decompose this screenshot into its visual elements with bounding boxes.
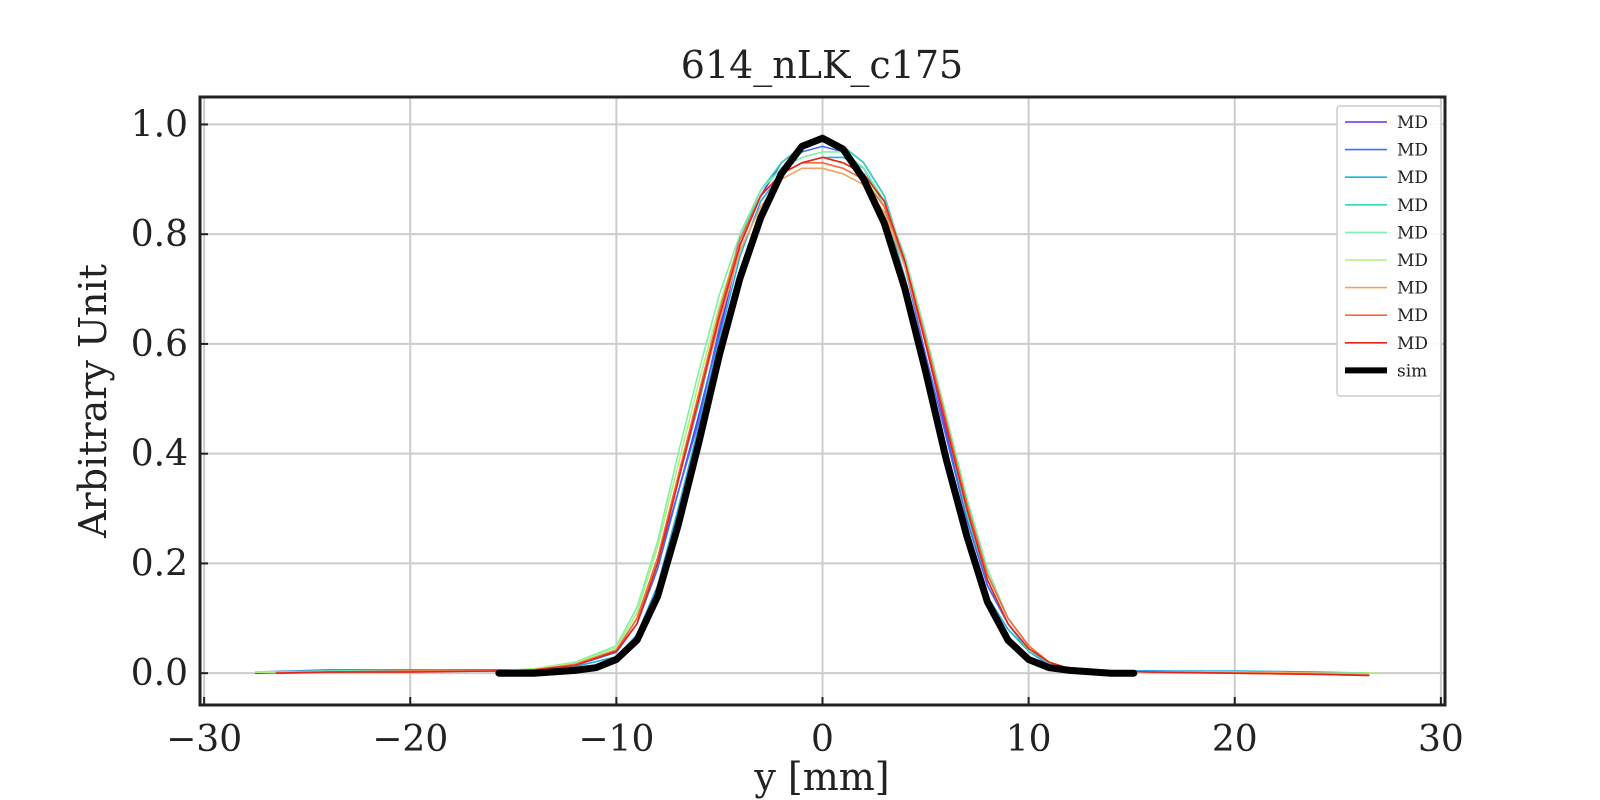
x-tick-label: 30 xyxy=(1418,719,1464,760)
legend-label: MD xyxy=(1397,306,1428,326)
series-lines xyxy=(254,134,1380,677)
x-tick-label: 0 xyxy=(811,719,834,760)
x-tick-label: −10 xyxy=(578,719,654,760)
legend: MD MD MD MD MD MD MD MD MD sim xyxy=(1336,105,1442,397)
y-axis-title: Arbitrary Unit xyxy=(71,264,115,539)
x-axis-title: y [mm] xyxy=(753,755,889,799)
legend-label: sim xyxy=(1397,361,1427,381)
legend-label: MD xyxy=(1397,141,1428,161)
legend-label: MD xyxy=(1397,113,1428,133)
sim-series-line xyxy=(495,134,1138,677)
x-tick-label: 10 xyxy=(1006,719,1052,760)
md-series-line-9 xyxy=(275,156,1370,677)
x-tick-label: 20 xyxy=(1212,719,1258,760)
legend-box xyxy=(1336,105,1442,397)
legend-label: MD xyxy=(1397,196,1428,216)
legend-label: MD xyxy=(1397,279,1428,299)
y-tick-label: 0.8 xyxy=(131,214,188,255)
x-tick-label: −30 xyxy=(166,719,242,760)
chart-title: 614_nLK_c175 xyxy=(681,43,963,88)
legend-label: MD xyxy=(1397,334,1428,354)
grid xyxy=(200,97,1445,705)
legend-label: MD xyxy=(1397,168,1428,188)
y-tick-label: 0.2 xyxy=(131,543,188,584)
y-tick-label: 0.4 xyxy=(131,434,188,475)
axis-ticks: −30 −20 −10 0 10 20 30 0.0 0.2 0.4 0.6 0.8 1.0 xyxy=(131,104,1464,760)
legend-label: MD xyxy=(1397,223,1428,243)
y-tick-label: 0.0 xyxy=(131,653,188,694)
legend-label: MD xyxy=(1397,251,1428,271)
x-tick-label: −20 xyxy=(372,719,448,760)
y-tick-label: 0.6 xyxy=(131,324,188,365)
y-tick-label: 1.0 xyxy=(131,104,188,145)
